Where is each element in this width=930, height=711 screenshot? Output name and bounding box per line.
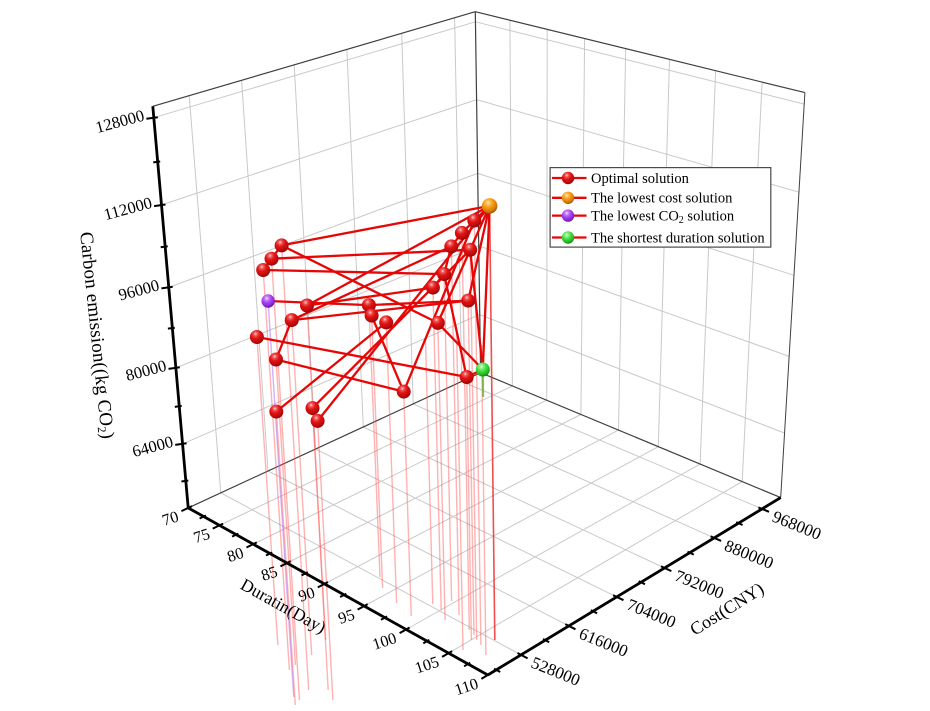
- svg-text:The lowest CO2 solution: The lowest CO2 solution: [591, 208, 735, 226]
- svg-text:105: 105: [413, 653, 442, 678]
- svg-text:Optimal solution: Optimal solution: [591, 171, 690, 187]
- svg-text:110: 110: [452, 675, 480, 699]
- svg-text:704000: 704000: [624, 595, 678, 632]
- svg-text:The lowest cost solution: The lowest cost solution: [591, 191, 733, 207]
- svg-text:128000: 128000: [93, 106, 146, 137]
- svg-text:100: 100: [370, 629, 399, 654]
- svg-text:528000: 528000: [529, 653, 583, 690]
- svg-text:968000: 968000: [770, 507, 824, 544]
- svg-text:The shortest duration solution: The shortest duration solution: [591, 230, 765, 246]
- svg-text:85: 85: [259, 563, 280, 585]
- svg-text:90: 90: [296, 584, 317, 606]
- svg-text:96000: 96000: [116, 275, 161, 304]
- svg-text:75: 75: [191, 525, 212, 547]
- svg-text:792000: 792000: [672, 566, 726, 603]
- svg-text:95: 95: [336, 606, 357, 628]
- svg-text:Carbon emission((kg CO2): Carbon emission((kg CO2): [74, 231, 118, 440]
- svg-text:70: 70: [160, 508, 181, 530]
- svg-text:80: 80: [225, 544, 246, 566]
- svg-text:112000: 112000: [102, 193, 154, 224]
- svg-text:80000: 80000: [123, 356, 168, 385]
- svg-text:616000: 616000: [576, 624, 630, 661]
- svg-text:880000: 880000: [722, 536, 776, 573]
- svg-text:64000: 64000: [130, 432, 175, 461]
